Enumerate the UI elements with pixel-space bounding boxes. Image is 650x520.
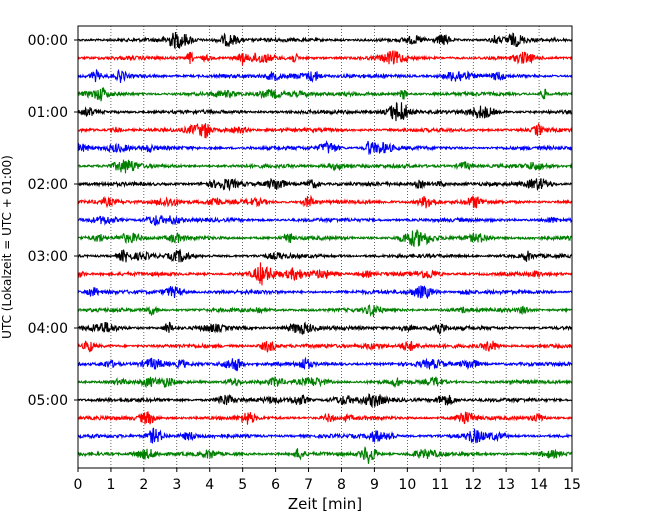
trace-row [77, 321, 573, 336]
x-tick-label: 0 [74, 477, 83, 493]
y-tick-label: 05:00 [28, 393, 68, 409]
x-tick-label: 5 [238, 477, 247, 493]
x-tick-label: 14 [530, 477, 548, 493]
trace-row [77, 139, 573, 155]
x-tick-label: 6 [271, 477, 280, 493]
x-tick-label: 12 [464, 477, 482, 493]
trace-row [77, 393, 573, 409]
x-tick-label: 3 [172, 477, 181, 493]
trace-row [77, 262, 573, 286]
x-tick-label: 10 [398, 477, 416, 493]
x-tick-label: 2 [139, 477, 148, 493]
y-axis-label: UTC (Lokalzeit = UTC + 01:00) [0, 155, 14, 339]
x-tick-label: 11 [431, 477, 449, 493]
x-axis-ticks: 0 1 2 3 4 5 6 7 8 9 10 11 12 13 14 15 [74, 468, 581, 493]
x-axis-label: Zeit [min] [288, 495, 362, 513]
x-tick-label: 1 [106, 477, 115, 493]
trace-row [77, 194, 573, 209]
y-axis-ticks: 00:00 01:00 02:00 03:00 04:00 05:00 [28, 33, 78, 409]
trace-row [77, 68, 573, 83]
trace-row [77, 411, 573, 425]
trace-row [77, 159, 573, 174]
trace-row [77, 31, 573, 50]
x-tick-label: 8 [337, 477, 346, 493]
y-tick-label: 04:00 [28, 321, 68, 337]
x-tick-label: 13 [497, 477, 515, 493]
trace-row [77, 215, 573, 227]
trace-row [77, 446, 573, 464]
trace-row [77, 427, 573, 444]
trace-row [77, 340, 573, 353]
seismic-traces [77, 31, 573, 464]
trace-row [77, 86, 573, 102]
trace-row [77, 376, 573, 389]
trace-row [77, 303, 573, 318]
trace-row [77, 50, 573, 66]
y-tick-label: 03:00 [28, 249, 68, 265]
x-tick-label: 7 [304, 477, 313, 493]
trace-row [77, 248, 573, 263]
trace-row [77, 356, 573, 372]
y-tick-label: 01:00 [28, 105, 68, 121]
y-tick-label: 02:00 [28, 177, 68, 193]
y-tick-label: 00:00 [28, 33, 68, 49]
trace-row [77, 285, 573, 300]
trace-row [77, 102, 573, 122]
trace-row [77, 122, 573, 139]
plot-frame [77, 25, 573, 469]
trace-row [77, 177, 573, 192]
x-tick-label: 4 [205, 477, 214, 493]
x-tick-label: 15 [563, 477, 581, 493]
trace-row [77, 229, 573, 248]
x-tick-label: 9 [370, 477, 379, 493]
